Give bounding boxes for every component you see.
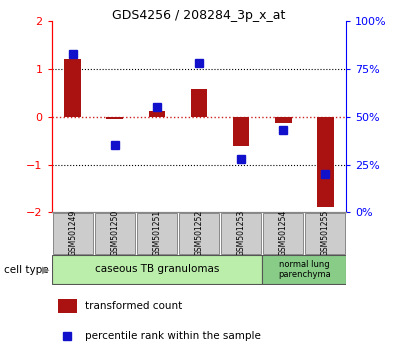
Text: ▶: ▶ — [42, 265, 49, 275]
FancyBboxPatch shape — [95, 213, 135, 254]
Text: GSM501254: GSM501254 — [279, 210, 288, 256]
Text: GSM501250: GSM501250 — [110, 210, 119, 256]
Text: GSM501251: GSM501251 — [152, 210, 162, 256]
FancyBboxPatch shape — [305, 213, 345, 254]
FancyBboxPatch shape — [221, 213, 261, 254]
Text: percentile rank within the sample: percentile rank within the sample — [85, 331, 261, 341]
Bar — [317, 117, 334, 207]
FancyBboxPatch shape — [53, 213, 93, 254]
Bar — [64, 58, 81, 117]
Text: transformed count: transformed count — [85, 301, 182, 311]
Text: GSM501255: GSM501255 — [321, 210, 330, 256]
Text: GSM501249: GSM501249 — [68, 210, 77, 256]
FancyBboxPatch shape — [179, 213, 219, 254]
Bar — [275, 117, 292, 122]
Bar — [58, 299, 76, 313]
Bar — [148, 111, 165, 117]
Text: normal lung
parenchyma: normal lung parenchyma — [278, 259, 331, 279]
Text: caseous TB granulomas: caseous TB granulomas — [95, 264, 219, 274]
Text: GSM501252: GSM501252 — [195, 210, 203, 256]
FancyBboxPatch shape — [137, 213, 177, 254]
Bar — [106, 117, 123, 119]
Text: GSM501253: GSM501253 — [236, 210, 246, 256]
Text: GDS4256 / 208284_3p_x_at: GDS4256 / 208284_3p_x_at — [112, 9, 286, 22]
Bar — [233, 117, 250, 147]
FancyBboxPatch shape — [52, 256, 262, 284]
FancyBboxPatch shape — [263, 213, 303, 254]
Text: cell type: cell type — [4, 265, 49, 275]
FancyBboxPatch shape — [262, 256, 346, 284]
Bar — [191, 89, 207, 117]
